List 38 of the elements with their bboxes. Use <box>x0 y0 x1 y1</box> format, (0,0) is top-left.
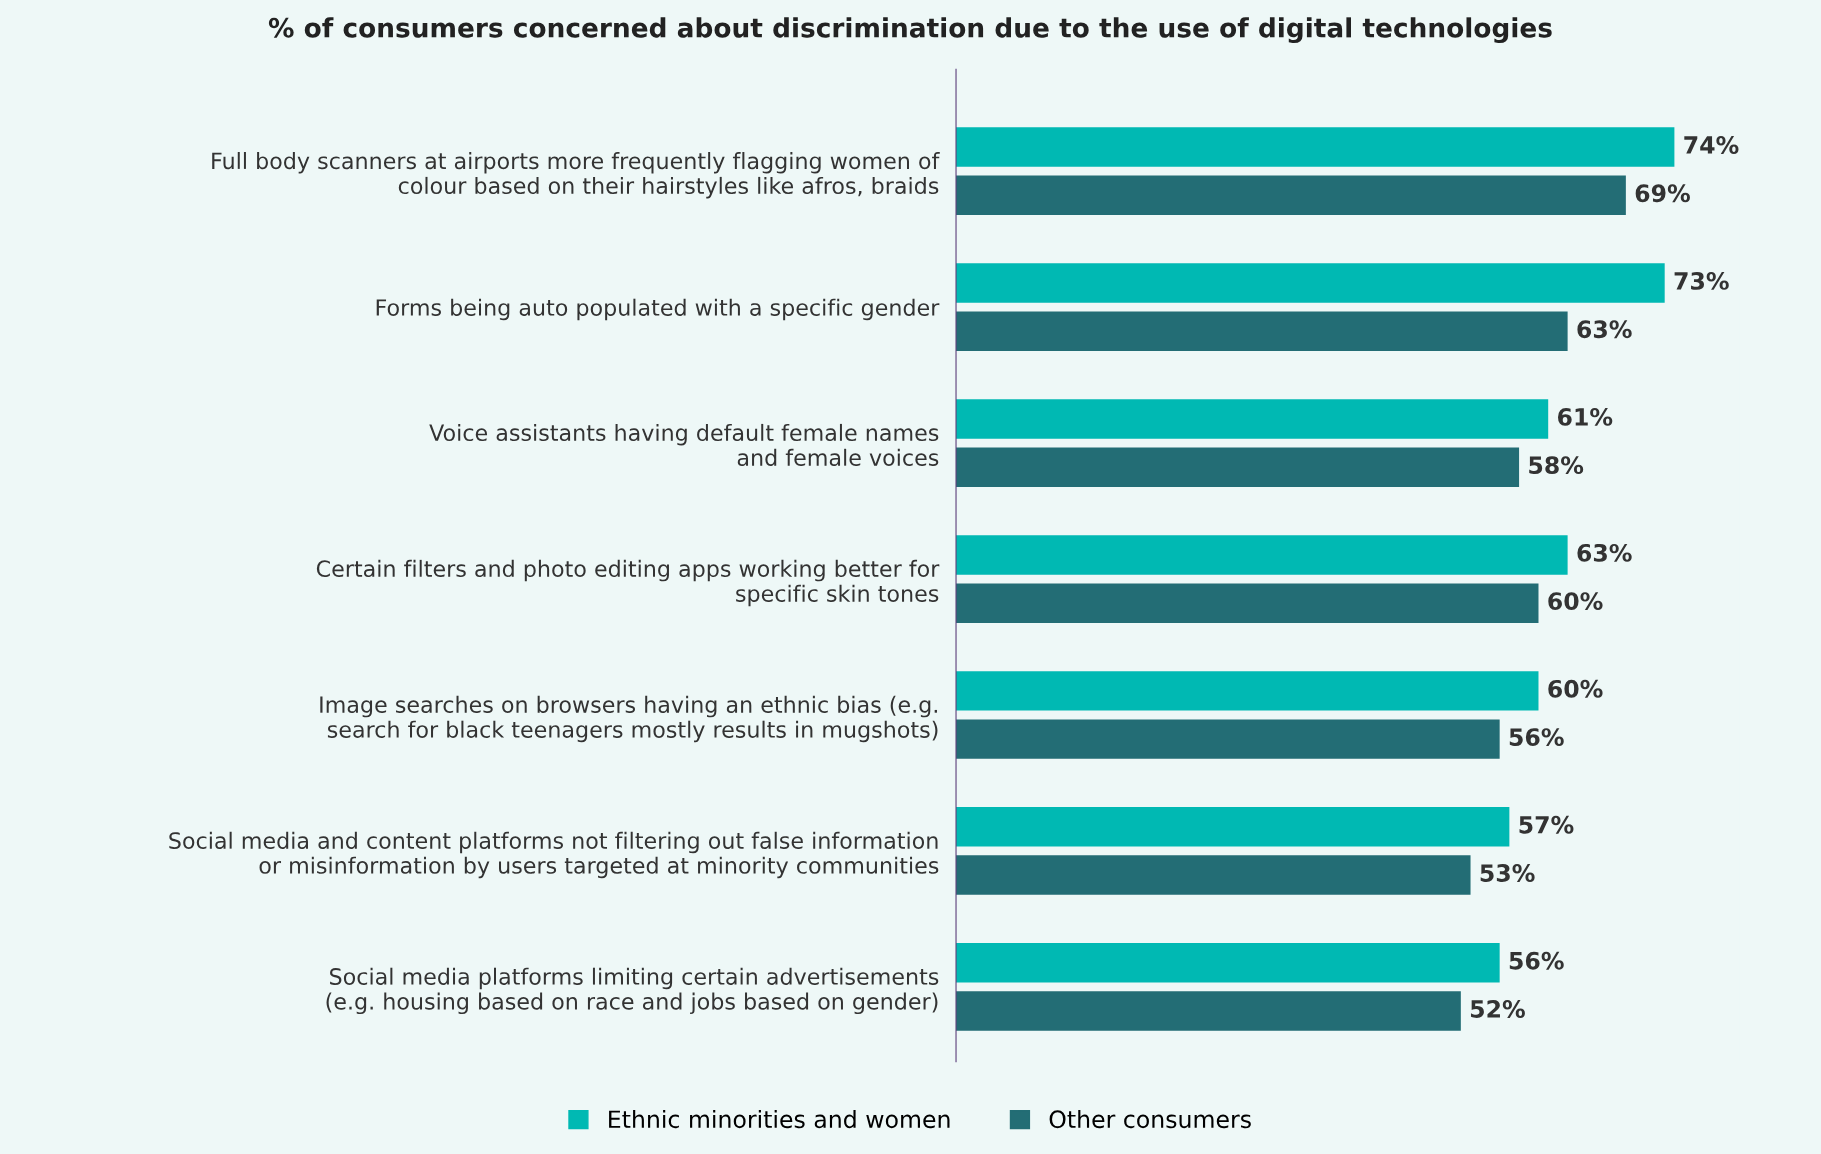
y-tick-label: Social media platforms limiting certain advertisements (e.g. housing based on race and jobs based on gender) <box>326 967 939 1015</box>
data-label: 74% <box>1684 136 1739 154</box>
legend-label: Ethnic minorities and women <box>609 1109 950 1129</box>
bar <box>956 535 1568 575</box>
bar <box>956 583 1539 623</box>
bar <box>956 855 1471 895</box>
data-label: 63% <box>1577 543 1632 562</box>
bar <box>956 719 1500 759</box>
bar <box>956 991 1461 1031</box>
data-label: 58% <box>1529 456 1584 475</box>
legend-label: Other consumers <box>1049 1109 1251 1129</box>
y-tick-label: Forms being auto populated with a specific gender <box>376 298 940 321</box>
bar <box>956 175 1626 216</box>
data-label: 56% <box>1509 951 1564 970</box>
bar <box>956 447 1520 487</box>
bar <box>956 399 1549 439</box>
data-label: 57% <box>1519 815 1574 834</box>
y-tick-label: Image searches on browsers having an ethnic bias (e.g. search for black teenagers mostly results in mugshots) <box>320 695 938 743</box>
data-label: 60% <box>1548 679 1603 698</box>
y-tick-label: Certain filters and photo editing apps working better for specific skin tones <box>316 559 940 607</box>
y-tick-label: Voice assistants having default female names and female voices <box>429 423 939 466</box>
bar <box>956 671 1539 711</box>
bar <box>956 127 1675 167</box>
data-label: 53% <box>1480 864 1535 882</box>
bar <box>956 807 1510 847</box>
data-label: 61% <box>1558 407 1613 426</box>
data-label: 73% <box>1674 272 1729 290</box>
data-label: 56% <box>1509 728 1564 746</box>
bar <box>956 263 1665 303</box>
y-tick-label: Social media and content platforms not filtering out false information or misinformation by users targeted at minority communities <box>169 831 939 879</box>
data-label: 52% <box>1470 1000 1525 1018</box>
bar <box>956 943 1500 983</box>
y-tick-label: Full body scanners at airports more frequently flagging women of colour based on their hairstyles like afros, braids <box>212 152 940 199</box>
data-label: 60% <box>1548 592 1603 611</box>
bar <box>956 311 1568 351</box>
data-label: 63% <box>1577 320 1632 339</box>
chart-title: % of consumers concerned about discrimination due to the use of digital technologies <box>268 17 1552 44</box>
data-label: 69% <box>1635 184 1690 203</box>
